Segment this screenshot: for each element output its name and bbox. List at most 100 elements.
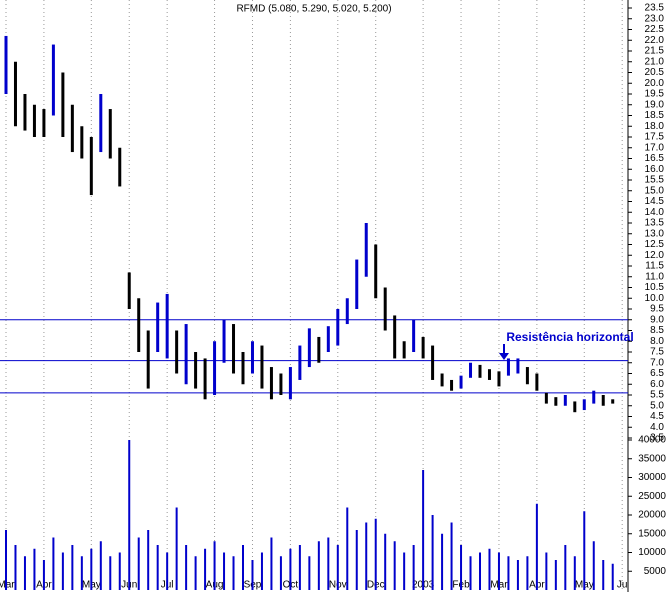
volume-bar [403,552,406,590]
y-tick-label: 14.5 [645,196,665,207]
y-tick-label: 19.5 [645,89,665,100]
volume-bar [365,522,368,590]
price-bar [402,341,406,359]
volume-bar [479,552,481,590]
price-bar [298,345,302,380]
volume-bar [14,545,17,590]
price-bar [336,309,340,346]
y2-tick-label: 35000 [638,453,666,464]
volume-bar [374,518,377,590]
price-bar [213,341,217,395]
volume-bar [137,537,140,590]
y-tick-label: 23.5 [645,3,665,14]
y-tick-label: 21.0 [645,56,665,67]
price-bar [421,336,425,359]
y-tick-label: 9.5 [650,304,664,315]
volume-bar [194,556,197,590]
y-tick-label: 21.5 [645,46,665,57]
volume-bar [422,470,425,590]
y-tick-label: 7.5 [650,347,664,358]
price-bar [440,373,444,387]
price-bar [393,315,397,359]
price-bar [146,330,150,389]
price-bar [573,401,577,413]
volume-bar [460,545,463,590]
y-tick-label: 3.5 [650,433,664,444]
annotation-arrowhead [499,353,509,360]
price-bar [563,395,567,406]
volume-bar [128,440,131,590]
volume-bar [327,537,330,590]
volume-bar [497,552,500,590]
price-bar [487,369,491,380]
price-bar [478,364,482,378]
volume-bar [223,552,226,590]
volume-bar [469,556,472,590]
price-bar [165,293,169,359]
y-tick-label: 22.5 [645,24,665,35]
price-bar [288,367,292,400]
y-tick-label: 5.5 [650,390,664,401]
volume-bar [279,556,282,590]
price-bar [241,352,245,385]
price-bar [156,302,160,352]
price-bar [61,72,65,137]
volume-bar [450,522,453,590]
volume-bar [204,548,207,590]
y-tick-label: 11.5 [645,261,664,272]
volume-bar [412,545,415,590]
price-bar [383,287,387,331]
price-bar [374,244,378,299]
y2-tick-label: 20000 [638,510,666,521]
price-bar [582,399,586,411]
price-bar [127,272,131,309]
volume-bar [393,541,396,590]
volume-bar [545,552,548,590]
y2-tick-label: 5000 [644,566,667,577]
price-bar [469,362,473,378]
price-bar [506,358,510,376]
price-bar [175,330,179,374]
volume-bar [583,511,586,590]
volume-bar [488,548,491,590]
price-bar [364,223,368,277]
price-bar [554,397,558,406]
y-tick-label: 6.5 [650,368,664,379]
y-tick-label: 12.0 [645,250,665,261]
volume-bar [516,560,519,590]
y-tick-label: 10.5 [645,282,665,293]
y-tick-label: 14.0 [645,207,665,218]
volume-bar [118,552,121,590]
price-bar [459,375,463,389]
price-bar [516,358,520,374]
volume-bar [156,545,159,590]
price-bar [525,367,529,385]
price-bar [80,126,84,159]
volume-bar [308,556,311,590]
price-bar [99,94,103,153]
price-bar [137,298,141,352]
volume-bar [232,556,235,590]
volume-bar [175,507,178,590]
y-tick-label: 4.5 [650,411,664,422]
y-tick-label: 12.5 [645,239,665,250]
x-tick-label: Ju [617,580,628,591]
volume-bar [90,548,93,590]
x-tick-label: Mar [0,580,15,591]
volume-bar [507,556,510,590]
volume-bar [289,548,292,590]
volume-bar [298,545,301,590]
volume-bar [317,541,320,590]
price-bar [42,109,46,137]
volume-bar [346,507,349,590]
price-bar [194,352,198,389]
volume-bar [441,533,444,590]
volume-bar [270,537,273,590]
price-bar [279,373,283,395]
price-bar [307,328,311,368]
y-tick-label: 17.0 [645,142,665,153]
y2-tick-label: 30000 [638,472,666,483]
volume-bar [554,560,557,590]
